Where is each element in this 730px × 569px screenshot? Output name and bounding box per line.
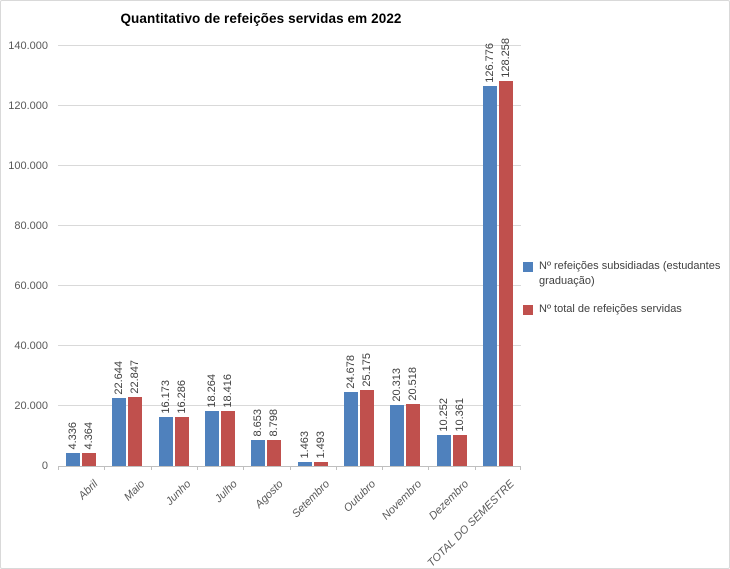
bar-total — [128, 397, 143, 466]
gridline — [58, 45, 521, 46]
gridline — [58, 225, 521, 226]
bar-value-label: 24.678 — [344, 355, 357, 389]
category-boundary-tick — [196, 466, 198, 470]
gridline — [58, 285, 521, 286]
category-boundary-tick — [335, 466, 337, 470]
bar-subsidiadas — [251, 440, 266, 466]
bar-subsidiadas — [343, 392, 358, 466]
x-axis: Abril Maio Junho Julho Agosto Setembro Outubro… — [58, 472, 521, 569]
chart-title: Quantitativo de refeições servidas em 20… — [120, 11, 402, 26]
bar-value-label: 20.518 — [407, 367, 420, 401]
legend-entry-series1: Nº refeições subsidiadas (estudantes gra… — [523, 259, 725, 289]
y-axis-tick-label: 20.000 — [14, 400, 48, 412]
bar-value-label: 128.258 — [499, 38, 512, 78]
bar-value-label: 16.286 — [175, 380, 188, 414]
bar-total — [452, 435, 467, 466]
bar-value-label: 4.336 — [67, 422, 80, 450]
bar-total — [82, 453, 97, 466]
bar-value-label: 1.463 — [298, 431, 311, 459]
bar-value-label: 20.313 — [391, 368, 404, 402]
category-boundary-tick — [58, 466, 59, 470]
bar-value-label: 10.361 — [453, 398, 466, 432]
category-boundary-tick — [150, 466, 152, 470]
gridline — [58, 105, 521, 106]
legend-swatch-blue — [523, 262, 533, 272]
bar-total — [498, 81, 513, 466]
bar-value-label: 18.416 — [222, 374, 234, 408]
bar-subsidiadas — [297, 462, 312, 466]
x-axis-category-label: Outubro — [341, 478, 379, 515]
legend-swatch-red — [523, 305, 533, 315]
x-axis-category-label: Novembro — [380, 478, 425, 523]
legend-label-series1: Nº refeições subsidiadas (estudantes gra… — [539, 260, 721, 287]
y-axis-tick-label: 60.000 — [14, 280, 48, 292]
bar-subsidiadas — [205, 411, 219, 466]
y-axis-tick-label: 140.000 — [8, 40, 48, 52]
category-boundary-tick — [520, 466, 521, 470]
bar-value-label: 22.644 — [113, 361, 126, 395]
bar-value-label: 126.776 — [483, 43, 496, 83]
x-axis-category-label: Junho — [163, 478, 194, 508]
bar-subsidiadas — [66, 453, 81, 466]
bar-value-label: 10.252 — [437, 398, 450, 432]
plot-area: 4.336 4.364 22.644 22.847 16.173 16.286 18.264… — [58, 38, 521, 470]
bar-value-label: 8.653 — [252, 409, 265, 437]
bar-value-label: 8.798 — [268, 409, 281, 437]
bar-value-label: 18.264 — [206, 374, 218, 408]
category-boundary-tick — [474, 466, 476, 470]
x-axis-category-label: Agosto — [253, 478, 286, 511]
category-boundary-tick — [382, 466, 384, 470]
category-boundary-tick — [104, 466, 106, 470]
gridline — [58, 165, 521, 166]
y-axis-tick-label: 40.000 — [14, 340, 48, 352]
bar-subsidiadas — [390, 405, 405, 466]
legend-entry-series2: Nº total de refeições servidas — [523, 302, 725, 317]
legend-label-series2: Nº total de refeições servidas — [539, 303, 682, 315]
bar-value-label: 16.173 — [159, 380, 172, 414]
bar-total — [221, 411, 235, 466]
category-boundary-tick — [428, 466, 430, 470]
x-axis-category-label: Setembro — [289, 478, 333, 521]
bar-value-label: 25.175 — [360, 353, 373, 387]
x-axis-category-label: Julho — [212, 478, 240, 506]
bar-subsidiadas — [436, 435, 451, 466]
bar-value-label: 4.364 — [83, 422, 96, 450]
x-axis-category-label: TOTAL DO SEMESTRE — [425, 478, 518, 569]
bar-total — [174, 417, 189, 466]
legend: Nº refeições subsidiadas (estudantes gra… — [523, 259, 725, 317]
gridline — [58, 345, 521, 346]
y-axis-tick-label: 80.000 — [14, 220, 48, 232]
x-axis-category-label: Maio — [121, 478, 147, 504]
bar-total — [406, 404, 421, 466]
x-axis-category-label: Abril — [76, 478, 101, 503]
bar-value-label: 22.847 — [129, 360, 142, 394]
bar-subsidiadas — [158, 417, 173, 466]
y-axis-tick-label: 100.000 — [8, 160, 48, 172]
y-axis-tick-label: 120.000 — [8, 100, 48, 112]
bar-total — [267, 440, 282, 466]
bar-total — [359, 390, 374, 466]
y-axis-tick-label: 0 — [41, 460, 48, 472]
y-axis: 0 20.000 40.000 60.000 80.000 100.000 120.000 1… — [1, 1, 48, 568]
x-axis-category-label: Dezembro — [426, 478, 471, 523]
bar-total — [313, 462, 328, 466]
bar-subsidiadas — [482, 86, 497, 466]
bar-value-label: 1.493 — [314, 431, 327, 459]
gridline — [58, 405, 521, 406]
category-boundary-tick — [243, 466, 245, 470]
category-boundary-tick — [289, 466, 291, 470]
bar-subsidiadas — [112, 398, 127, 466]
